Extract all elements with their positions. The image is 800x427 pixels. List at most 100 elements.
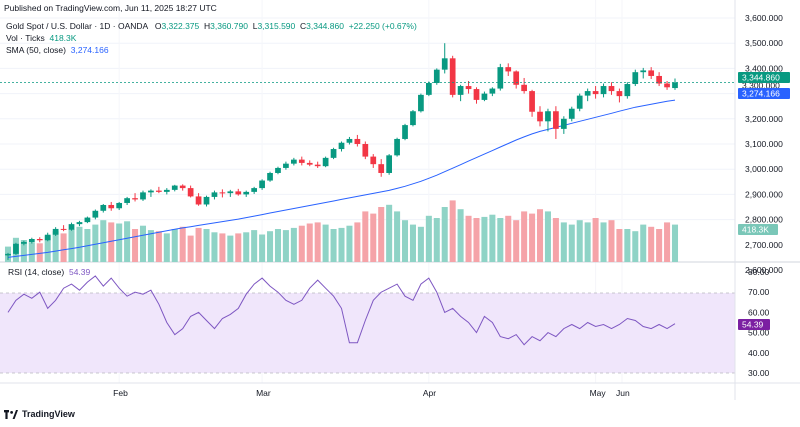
volume-bar — [147, 230, 154, 262]
sma-label[interactable]: SMA (50, close) — [6, 45, 66, 55]
candle-body — [513, 71, 520, 85]
candle-body — [473, 89, 480, 100]
badge-hidden: 3,300.000 — [738, 80, 790, 91]
volume-bar — [251, 230, 258, 262]
candle-body — [521, 84, 527, 92]
volume-bar — [616, 229, 623, 262]
candle-body — [497, 67, 504, 89]
candle-body — [370, 156, 377, 165]
candle-body — [624, 84, 631, 97]
volume-bar — [179, 226, 186, 262]
footer-brand[interactable]: TradingView — [4, 409, 75, 419]
price-tick-label: 3,000.000 — [745, 164, 783, 174]
tradingview-logo-icon — [4, 409, 18, 419]
candlesticks — [5, 43, 678, 260]
candle-body — [259, 180, 265, 189]
volume-bar — [656, 229, 663, 262]
rsi-label[interactable]: RSI (14, close) — [8, 267, 65, 277]
candle-body — [275, 167, 281, 173]
price-tick-label: 2,900.000 — [745, 189, 783, 199]
candle-body — [640, 70, 647, 73]
candle-body — [425, 83, 432, 95]
volume-bar — [52, 231, 59, 262]
rsi-band — [0, 293, 735, 373]
candle-body — [21, 242, 27, 244]
volume-bar — [441, 207, 448, 262]
candle-body — [36, 239, 43, 241]
candle-body — [402, 125, 408, 139]
volume-bar — [306, 223, 313, 262]
price-axis[interactable]: 3,600.000 3,500.000 3,400.000 3,300.000 3,20… — [745, 13, 783, 275]
badge-volume: 418.3K — [738, 224, 778, 235]
candle-body — [68, 224, 75, 230]
footer-brand-text: TradingView — [22, 409, 75, 419]
volume-bars — [4, 200, 679, 262]
candle-body — [632, 72, 639, 85]
volume-bar — [235, 233, 242, 262]
volume-bar — [163, 233, 170, 262]
candle-body — [227, 191, 234, 194]
candle-body — [338, 142, 345, 150]
candle-body — [529, 91, 535, 112]
volume-bar — [402, 220, 409, 262]
candle-body — [418, 94, 424, 112]
volume-bar — [552, 218, 559, 262]
volume-bar — [203, 229, 210, 262]
time-axis[interactable]: Feb Mar Apr May Jun — [113, 388, 630, 398]
volume-bar — [290, 227, 297, 262]
candle-body — [481, 93, 488, 100]
volume-bar — [322, 224, 329, 262]
volume-bar — [259, 234, 266, 262]
rsi-tick-label: 40.00 — [748, 348, 770, 358]
candle-body — [314, 164, 321, 167]
price-tick-label: 3,600.000 — [745, 13, 783, 23]
sma-value: 3,274.166 — [70, 45, 109, 55]
volume-bar — [584, 222, 591, 262]
volume-bar — [465, 215, 472, 262]
candle-body — [52, 228, 59, 235]
volume-bar — [481, 216, 488, 262]
volume-value: 418.3K — [49, 33, 77, 43]
candle-body — [219, 192, 226, 194]
volume-bar — [28, 242, 35, 262]
volume-bar — [139, 225, 147, 262]
candle-body — [386, 155, 393, 173]
candle-body — [5, 253, 11, 256]
candle-body — [568, 108, 575, 119]
volume-bar — [20, 240, 27, 262]
rsi-legend: RSI (14, close) 54.39 — [8, 267, 90, 277]
candle-body — [457, 86, 464, 95]
candle-body — [44, 234, 51, 241]
candle-body — [600, 86, 607, 95]
candle-body — [433, 69, 440, 84]
legend-close: 3,344.860 — [306, 21, 344, 31]
volume-bar — [394, 211, 401, 262]
volume-bar — [521, 211, 528, 262]
badge-volume-text: 418.3K — [742, 225, 769, 235]
rsi-axis[interactable]: 80.00 70.00 60.00 50.00 40.00 30.00 — [748, 267, 770, 378]
volume-bar — [378, 207, 385, 262]
candle-body — [171, 185, 178, 190]
candle-body — [251, 188, 258, 192]
volume-bar — [227, 235, 234, 262]
symbol-title[interactable]: Gold Spot / U.S. Dollar · 1D · OANDA — [6, 21, 148, 31]
volume-bar — [608, 220, 615, 262]
volume-bar — [100, 220, 107, 262]
candle-body — [616, 91, 623, 97]
badge-hidden-text: 3,300.000 — [742, 81, 780, 91]
volume-bar — [417, 226, 424, 262]
volume-bar — [664, 222, 671, 262]
candle-body — [545, 111, 551, 122]
volume-bar — [560, 222, 567, 262]
candle-body — [537, 111, 543, 122]
volume-label[interactable]: Vol · Ticks — [6, 33, 45, 43]
volume-bar — [274, 229, 281, 262]
volume-bar — [243, 232, 250, 262]
volume-bar — [36, 243, 43, 262]
candle-body — [13, 243, 19, 254]
badge-last-price-text: 3,344.860 — [742, 73, 780, 83]
volume-bar — [44, 235, 51, 262]
volume-bar — [346, 225, 353, 262]
candle-body — [283, 163, 289, 168]
